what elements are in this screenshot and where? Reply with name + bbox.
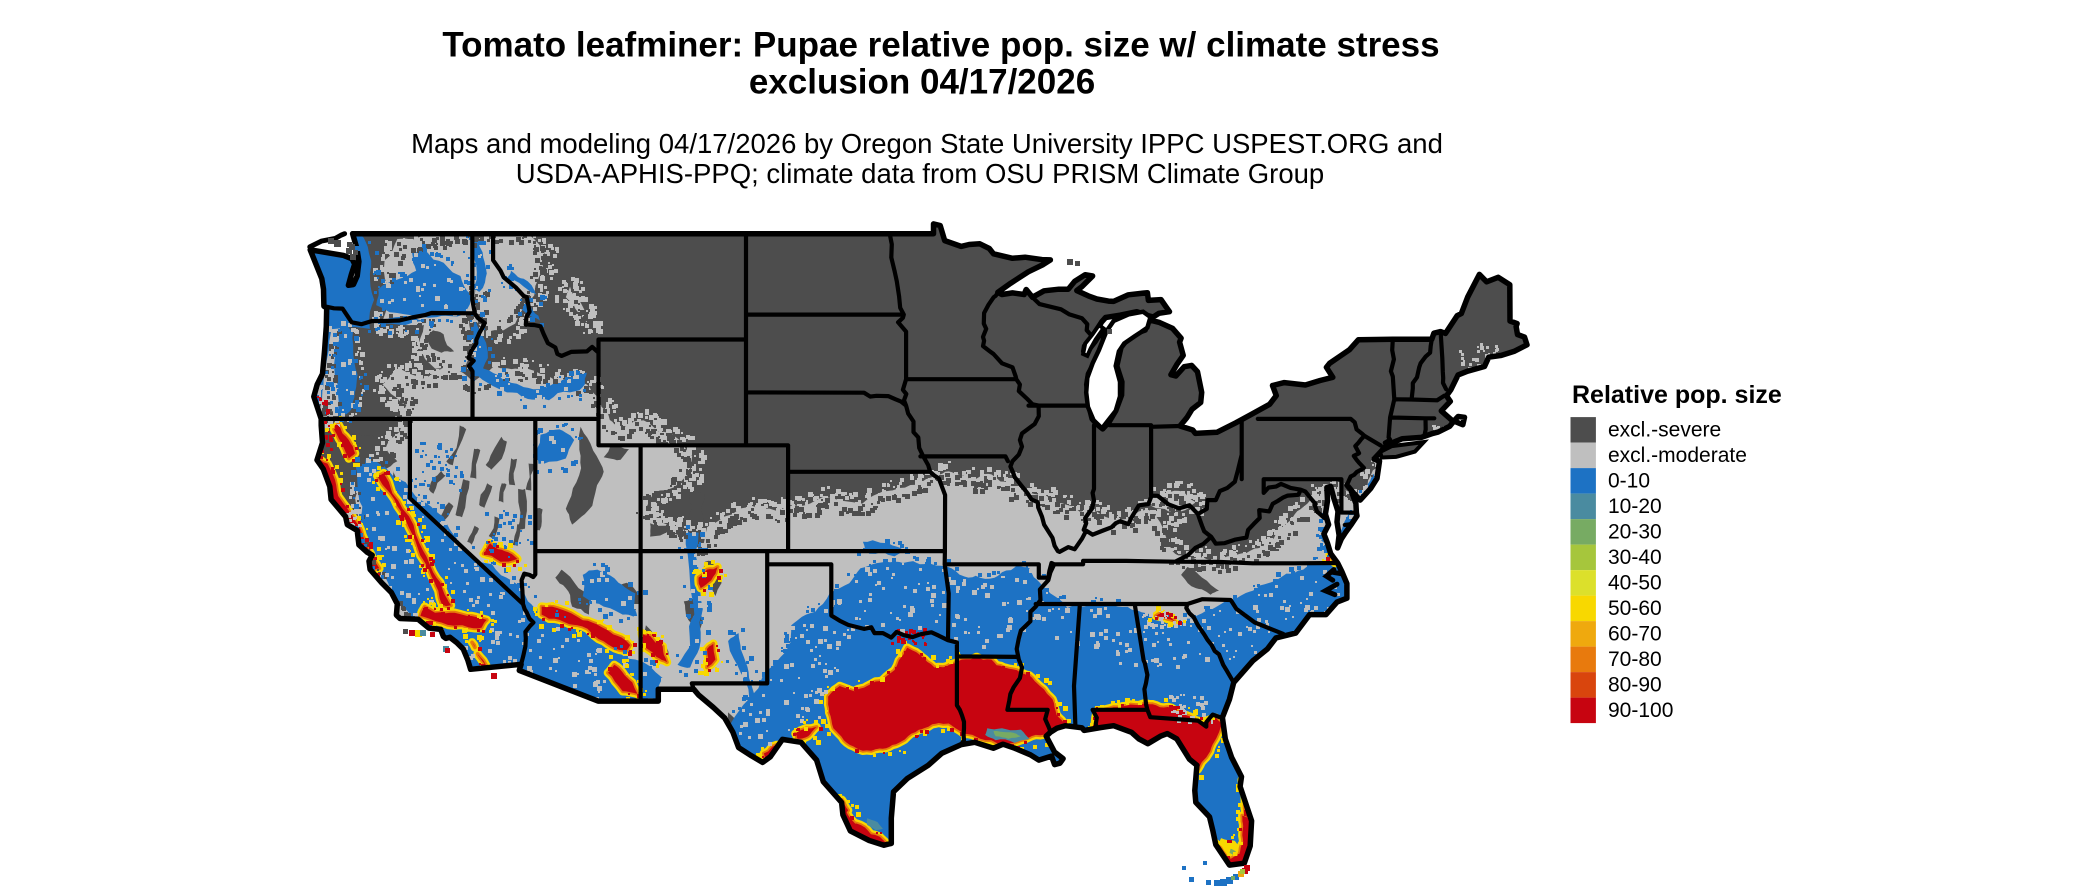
svg-text:excl.-moderate: excl.-moderate [1608,444,1747,467]
svg-text:30-40: 30-40 [1608,546,1662,569]
svg-text:Relative pop. size: Relative pop. size [1572,381,1782,409]
svg-text:Maps and modeling 04/17/2026 b: Maps and modeling 04/17/2026 by Oregon S… [411,128,1443,159]
svg-text:60-70: 60-70 [1608,622,1662,645]
svg-text:Tomato leafminer: Pupae relati: Tomato leafminer: Pupae relative pop. si… [442,25,1439,64]
svg-text:excl.-severe: excl.-severe [1608,418,1721,441]
svg-text:0-10: 0-10 [1608,469,1650,492]
svg-text:USDA-APHIS-PPQ; climate data f: USDA-APHIS-PPQ; climate data from OSU PR… [516,158,1324,189]
svg-text:10-20: 10-20 [1608,495,1662,518]
svg-text:90-100: 90-100 [1608,699,1673,722]
svg-text:70-80: 70-80 [1608,648,1662,671]
svg-text:40-50: 40-50 [1608,571,1662,594]
svg-text:50-60: 50-60 [1608,597,1662,620]
svg-text:exclusion 04/17/2026: exclusion 04/17/2026 [749,62,1095,101]
svg-text:20-30: 20-30 [1608,520,1662,543]
svg-text:80-90: 80-90 [1608,673,1662,696]
